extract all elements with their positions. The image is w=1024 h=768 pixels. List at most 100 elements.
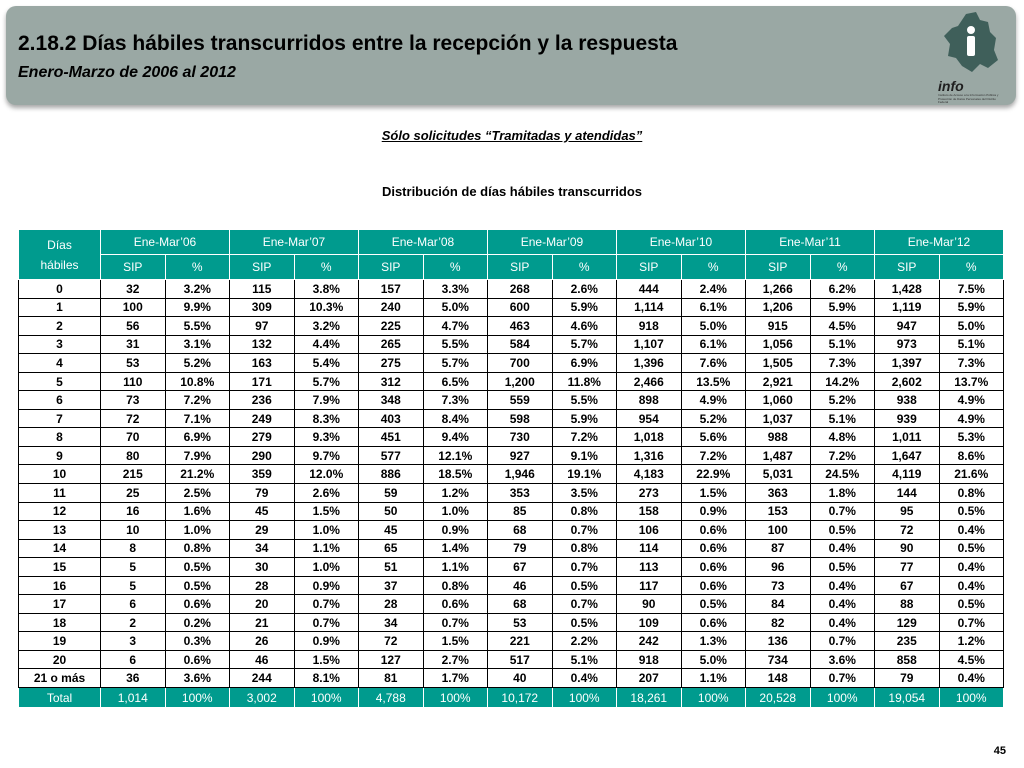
percent-cell: 5.3% [938,427,1004,447]
sip-cell: 1,200 [487,371,553,392]
percent-cell: 7.6% [680,353,746,373]
percent-cell: 6.2% [809,279,875,299]
percent-cell: 10.3% [293,297,359,318]
sip-cell: 1,946 [487,464,553,485]
sip-cell: 90 [616,594,682,614]
table-row: 5 110 10.8% 171 5.7% 312 6.5% 1,200 11.8% 2,466 13… [18,371,1004,392]
sip-cell: 81 [358,668,424,689]
percent-cell: 1.1% [293,538,359,559]
percent-cell: 0.6% [680,575,746,596]
sip-cell: 157 [358,279,424,299]
percent-cell: 0.5% [164,557,230,577]
percent-cell: 7.9% [164,445,230,466]
days-cell: 20 [18,649,101,670]
sip-cell: 32 [100,279,166,299]
percent-cell: 7.2% [809,445,875,466]
sip-cell: 72 [874,520,940,540]
percent-cell: 1.4% [422,538,488,559]
total-percent-cell: 100% [422,687,488,709]
days-cell: 5 [18,371,101,392]
percent-cell: 0.7% [551,557,617,577]
table-row: 11 25 2.5% 79 2.6% 59 1.2% 353 3.5% 273 1.5% 363 1.8… [18,483,1004,503]
sip-cell: 114 [616,538,682,559]
percent-cell: 1.0% [422,501,488,522]
sip-cell: 598 [487,408,553,429]
table-row: 8 70 6.9% 279 9.3% 451 9.4% 730 7.2% 1,018 5.6% 988… [18,427,1004,447]
percent-cell: 0.8% [551,538,617,559]
period-header: Ene-Mar’09 [487,229,617,255]
percent-cell: 5.1% [551,649,617,670]
table-row: 15 5 0.5% 30 1.0% 51 1.1% 67 0.7% 113 0.6% 96 0.5% 77… [18,557,1004,577]
percent-cell: 2.6% [293,483,359,503]
sip-cell: 8 [100,538,166,559]
sip-cell: 20 [229,594,295,614]
table-row: 10 215 21.2% 359 12.0% 886 18.5% 1,946 19.1% 4,18… [18,464,1004,485]
sip-cell: 40 [487,668,553,689]
sip-cell: 1,114 [616,297,682,318]
percent-cell: 5.7% [293,371,359,392]
percent-cell: 7.9% [293,390,359,410]
sip-cell: 275 [358,353,424,373]
percent-cell: 2.4% [680,279,746,299]
sip-cell: 938 [874,390,940,410]
days-cell: 2 [18,316,101,336]
percent-header: % [164,254,230,280]
sip-header: SIP [229,254,295,280]
sip-cell: 110 [100,371,166,392]
percent-cell: 21.2% [164,464,230,485]
percent-cell: 5.0% [680,649,746,670]
sip-cell: 268 [487,279,553,299]
sip-cell: 148 [745,668,811,689]
sip-cell: 144 [874,483,940,503]
sip-cell: 1,037 [745,408,811,429]
sip-cell: 21 [229,612,295,633]
row-header: Días hábiles [18,229,101,280]
period-header: Ene-Mar’06 [100,229,230,255]
table-row: 16 5 0.5% 28 0.9% 37 0.8% 46 0.5% 117 0.6% 73 0.4% 67… [18,575,1004,596]
period-header: Ene-Mar’07 [229,229,359,255]
percent-cell: 5.1% [938,334,1004,355]
total-sip-cell: 18,261 [616,687,682,709]
days-cell: 14 [18,538,101,559]
percent-cell: 0.8% [164,538,230,559]
percent-cell: 0.6% [680,520,746,540]
sip-cell: 1,397 [874,353,940,373]
percent-cell: 8.3% [293,408,359,429]
days-cell: 9 [18,445,101,466]
sip-cell: 73 [100,390,166,410]
period-header: Ene-Mar’08 [358,229,488,255]
table-row: 14 8 0.8% 34 1.1% 65 1.4% 79 0.8% 114 0.6% 87 0.4% 90… [18,538,1004,559]
sip-cell: 734 [745,649,811,670]
sip-cell: 973 [874,334,940,355]
percent-cell: 9.3% [293,427,359,447]
total-sip-cell: 1,014 [100,687,166,709]
sip-cell: 207 [616,668,682,689]
percent-cell: 7.2% [164,390,230,410]
percent-cell: 0.6% [680,557,746,577]
percent-cell: 21.6% [938,464,1004,485]
sip-cell: 444 [616,279,682,299]
business-days-table: Días hábiles Ene-Mar’06 Ene-Mar’07 Ene-M… [18,229,1004,709]
percent-cell: 4.5% [938,649,1004,670]
percent-cell: 0.8% [422,575,488,596]
sip-cell: 68 [487,594,553,614]
percent-cell: 8.1% [293,668,359,689]
percent-cell: 5.9% [551,408,617,429]
percent-cell: 9.7% [293,445,359,466]
percent-cell: 7.1% [164,408,230,429]
percent-cell: 3.6% [809,649,875,670]
sip-header: SIP [874,254,940,280]
percent-cell: 1.7% [422,668,488,689]
table-caption: Distribución de días hábiles transcurrid… [381,184,643,199]
sip-cell: 1,647 [874,445,940,466]
sip-cell: 363 [745,483,811,503]
sip-cell: 10 [100,520,166,540]
sip-header: SIP [358,254,424,280]
days-cell: 1 [18,297,101,318]
sip-cell: 50 [358,501,424,522]
percent-cell: 5.5% [551,390,617,410]
percent-cell: 0.9% [293,575,359,596]
percent-cell: 0.3% [164,631,230,651]
sip-cell: 5 [100,575,166,596]
sip-cell: 3 [100,631,166,651]
